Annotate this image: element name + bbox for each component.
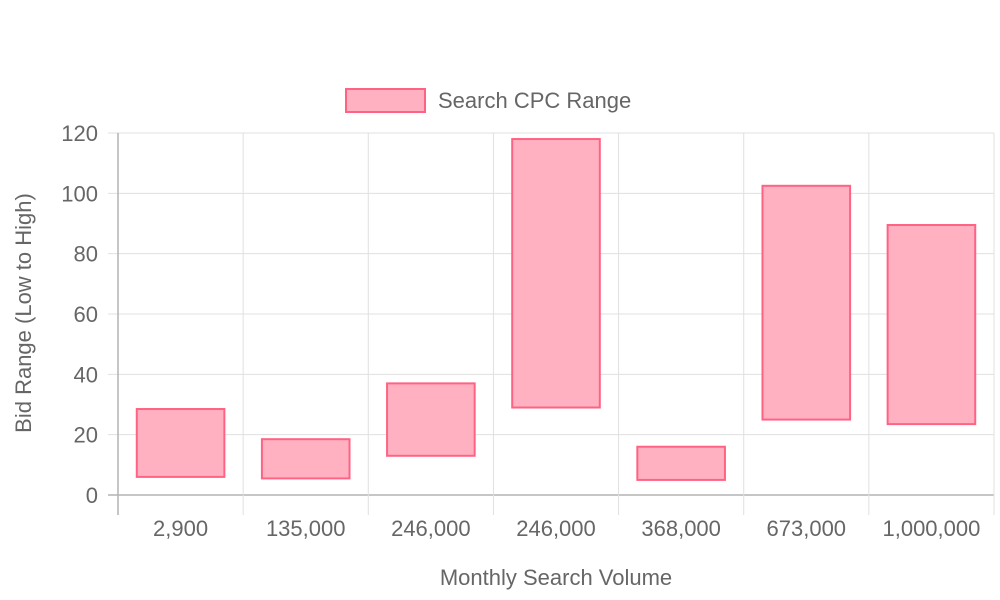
y-tick-label: 100 (61, 181, 98, 206)
y-axis-title: Bid Range (Low to High) (11, 193, 36, 433)
legend-label: Search CPC Range (438, 88, 631, 113)
legend[interactable]: Search CPC Range (345, 88, 631, 113)
y-tick-label: 60 (74, 302, 98, 327)
y-tick-label: 0 (86, 483, 98, 508)
x-tick-label: 2,900 (153, 516, 208, 541)
x-tick-label: 1,000,000 (882, 516, 980, 541)
bars (135, 138, 977, 481)
range-bar[interactable] (761, 184, 852, 421)
x-tick-label: 368,000 (641, 516, 721, 541)
range-bar[interactable] (135, 408, 226, 478)
x-tick-label: 246,000 (391, 516, 471, 541)
y-axis-ticks: 0 20 40 60 80 100 120 (61, 121, 98, 508)
y-tick-label: 80 (74, 242, 98, 267)
range-bar[interactable] (636, 445, 726, 481)
range-bar[interactable] (386, 382, 476, 457)
x-axis-ticks: 2,900 135,000 246,000 246,000 368,000 673,000… (153, 516, 980, 541)
x-axis-title: Monthly Search Volume (440, 565, 672, 590)
range-bar[interactable] (511, 138, 601, 409)
y-tick-label: 20 (74, 423, 98, 448)
range-bar[interactable] (886, 224, 977, 426)
x-tick-label: 246,000 (516, 516, 596, 541)
x-tick-label: 673,000 (767, 516, 847, 541)
x-tick-label: 135,000 (266, 516, 346, 541)
y-tick-label: 120 (61, 121, 98, 146)
range-bar[interactable] (260, 438, 351, 480)
y-tick-label: 40 (74, 362, 98, 387)
legend-swatch (345, 88, 426, 113)
